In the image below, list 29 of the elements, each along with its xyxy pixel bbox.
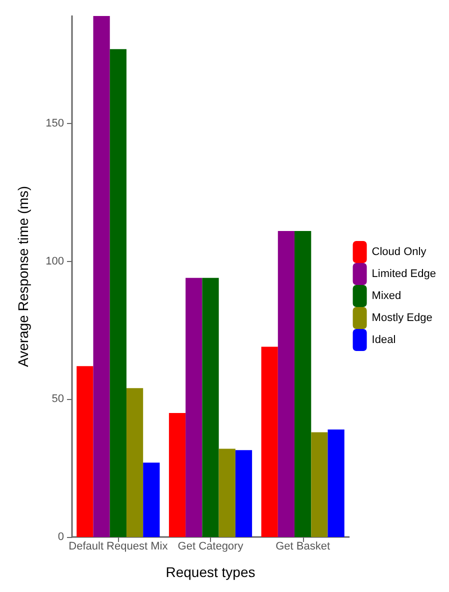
bar xyxy=(328,429,344,537)
legend-label: Cloud Only xyxy=(372,246,427,258)
x-tick-label: Get Category xyxy=(178,540,244,552)
legend-label: Ideal xyxy=(372,334,396,346)
bar xyxy=(218,448,236,537)
y-tick-label: 50 xyxy=(52,393,64,406)
y-tick-label: 150 xyxy=(46,118,64,130)
bar xyxy=(93,16,110,537)
bar xyxy=(168,412,186,537)
x-axis-title: Request types xyxy=(166,564,256,580)
y-tick-label: 0 xyxy=(58,531,64,543)
bar xyxy=(278,231,295,537)
legend-label: Mixed xyxy=(372,290,402,302)
bar xyxy=(261,346,278,537)
legend-label: Mostly Edge xyxy=(372,312,432,324)
y-tick-label: 100 xyxy=(46,255,64,268)
bar xyxy=(143,462,160,537)
y-axis-title: Average Response time (ms) xyxy=(15,186,31,368)
bar xyxy=(294,231,312,537)
x-tick-label: Get Basket xyxy=(276,540,330,552)
bar xyxy=(202,278,219,537)
bar xyxy=(311,432,328,537)
bar xyxy=(186,278,202,537)
legend-label: Limited Edge xyxy=(372,268,436,280)
bar xyxy=(235,450,252,537)
bar xyxy=(76,366,94,537)
bar xyxy=(126,388,144,537)
x-tick-label: Default Request Mix xyxy=(68,540,168,552)
bar xyxy=(110,49,126,537)
